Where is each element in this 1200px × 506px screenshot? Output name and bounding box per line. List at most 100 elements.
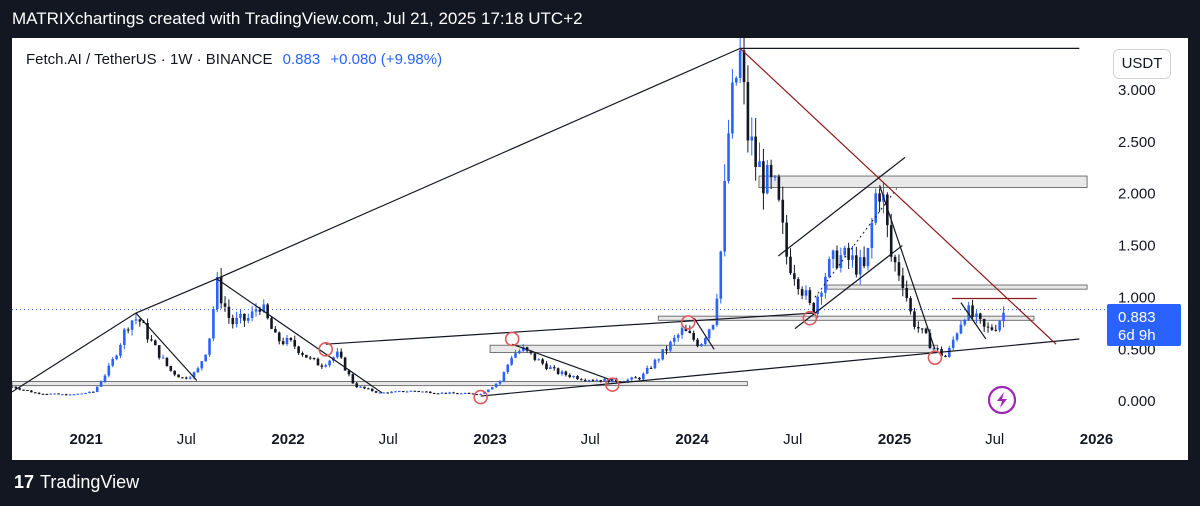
candle-body bbox=[154, 340, 157, 346]
candle-body bbox=[936, 348, 939, 350]
tradingview-footer[interactable]: 17 TradingView bbox=[14, 472, 139, 493]
candle-body bbox=[146, 322, 149, 340]
candle-body bbox=[57, 393, 60, 395]
pivot-marker[interactable] bbox=[318, 342, 334, 357]
candle-body bbox=[847, 247, 850, 260]
candle-body bbox=[285, 337, 289, 345]
trendline[interactable] bbox=[216, 278, 383, 394]
y-tick-label: 2.000 bbox=[1118, 186, 1156, 203]
currency-button[interactable]: USDT bbox=[1113, 49, 1171, 79]
x-tick-label: 2025 bbox=[878, 431, 911, 448]
candle-body bbox=[61, 394, 64, 396]
candle-body bbox=[971, 305, 974, 317]
zone-rect[interactable] bbox=[657, 315, 1035, 321]
candle-body bbox=[243, 313, 246, 321]
trendline[interactable] bbox=[216, 47, 741, 280]
pivot-marker[interactable] bbox=[605, 377, 620, 392]
lightning-icon[interactable] bbox=[987, 385, 1017, 415]
candle-body bbox=[734, 77, 738, 83]
candle-body bbox=[835, 250, 839, 268]
price-label-box bbox=[1107, 304, 1181, 346]
candle-body bbox=[432, 393, 436, 395]
candle-body bbox=[587, 380, 591, 382]
candle-body bbox=[208, 338, 211, 355]
red-trendline[interactable] bbox=[739, 47, 1057, 345]
candle-body bbox=[308, 357, 312, 359]
candle-body bbox=[463, 392, 467, 394]
candle-body bbox=[76, 393, 80, 395]
candle-body bbox=[181, 377, 184, 379]
candle-body bbox=[126, 329, 130, 331]
candle-body bbox=[510, 357, 513, 365]
candle-body bbox=[26, 390, 29, 392]
pivot-marker[interactable] bbox=[802, 310, 818, 326]
candle-body bbox=[595, 380, 599, 382]
candle-body bbox=[157, 345, 161, 358]
candle-body bbox=[72, 394, 76, 396]
pivot-marker[interactable] bbox=[927, 350, 943, 365]
markers-layer bbox=[318, 310, 943, 405]
zone-rect[interactable] bbox=[758, 175, 1088, 188]
trendline[interactable] bbox=[135, 312, 198, 381]
trendline[interactable] bbox=[960, 302, 987, 340]
candle-body bbox=[320, 365, 324, 367]
candle-body bbox=[440, 392, 444, 394]
x-axis[interactable]: 2021 Jul 2022 Jul 2023 Jul 2024 Jul 2025 Jul 2026 bbox=[69, 431, 1113, 448]
trendlines-layer[interactable] bbox=[12, 47, 1080, 397]
candle-body bbox=[99, 381, 103, 387]
candle-body bbox=[897, 262, 901, 276]
trendline[interactable] bbox=[879, 185, 936, 350]
zone-rect[interactable] bbox=[12, 381, 748, 387]
candle-body bbox=[239, 313, 242, 318]
candle-body bbox=[80, 393, 84, 395]
trendline[interactable] bbox=[325, 312, 815, 345]
candle-body bbox=[785, 222, 788, 257]
trendline[interactable] bbox=[511, 343, 613, 382]
symbol-name: Fetch.AI / TetherUS · 1W · BINANCE bbox=[26, 51, 273, 68]
zone-rect[interactable] bbox=[826, 284, 1088, 290]
candle-body bbox=[417, 391, 420, 393]
symbol-legend[interactable]: Fetch.AI / TetherUS · 1W · BINANCE 0.883… bbox=[26, 51, 442, 68]
candle-body bbox=[626, 379, 630, 383]
candle-body bbox=[405, 391, 409, 393]
candle-body bbox=[401, 391, 405, 393]
trendline[interactable] bbox=[794, 245, 903, 330]
candle-body bbox=[490, 387, 494, 390]
candle-body bbox=[212, 309, 215, 339]
chart-panel[interactable]: 3.000 2.500 2.000 1.500 1.000 0.500 0.000 2021… bbox=[12, 38, 1188, 460]
pivot-marker[interactable] bbox=[680, 315, 696, 330]
candle-body bbox=[355, 383, 359, 388]
candle-body bbox=[316, 358, 320, 366]
candle-body bbox=[95, 386, 99, 392]
candle-body bbox=[955, 333, 959, 340]
pivot-marker[interactable] bbox=[504, 331, 520, 347]
trendline[interactable] bbox=[480, 338, 1080, 397]
trendline[interactable] bbox=[777, 156, 906, 257]
candle-body bbox=[266, 304, 269, 319]
candle-body bbox=[45, 393, 49, 395]
candle-body bbox=[347, 370, 351, 375]
candle-body bbox=[804, 290, 808, 296]
pivot-marker[interactable] bbox=[473, 389, 488, 405]
candle-body bbox=[599, 380, 603, 382]
candle-body bbox=[657, 359, 661, 361]
x-tick-label: Jul bbox=[985, 431, 1004, 448]
candle-body bbox=[254, 309, 258, 312]
candle-body bbox=[138, 319, 142, 322]
candle-body bbox=[928, 333, 932, 349]
x-tick-label: 2022 bbox=[271, 431, 304, 448]
candle-body bbox=[22, 389, 25, 391]
candle-body bbox=[436, 393, 440, 395]
candle-body bbox=[289, 337, 293, 341]
trendline[interactable] bbox=[693, 317, 715, 350]
trendline[interactable] bbox=[12, 312, 137, 393]
candle-body bbox=[998, 321, 1001, 331]
candle-body bbox=[274, 328, 277, 333]
y-tick-label: 2.500 bbox=[1118, 134, 1156, 151]
candle-body bbox=[560, 371, 564, 374]
candle-body bbox=[1002, 312, 1005, 322]
candle-body bbox=[378, 392, 382, 394]
trendline[interactable] bbox=[135, 278, 217, 314]
